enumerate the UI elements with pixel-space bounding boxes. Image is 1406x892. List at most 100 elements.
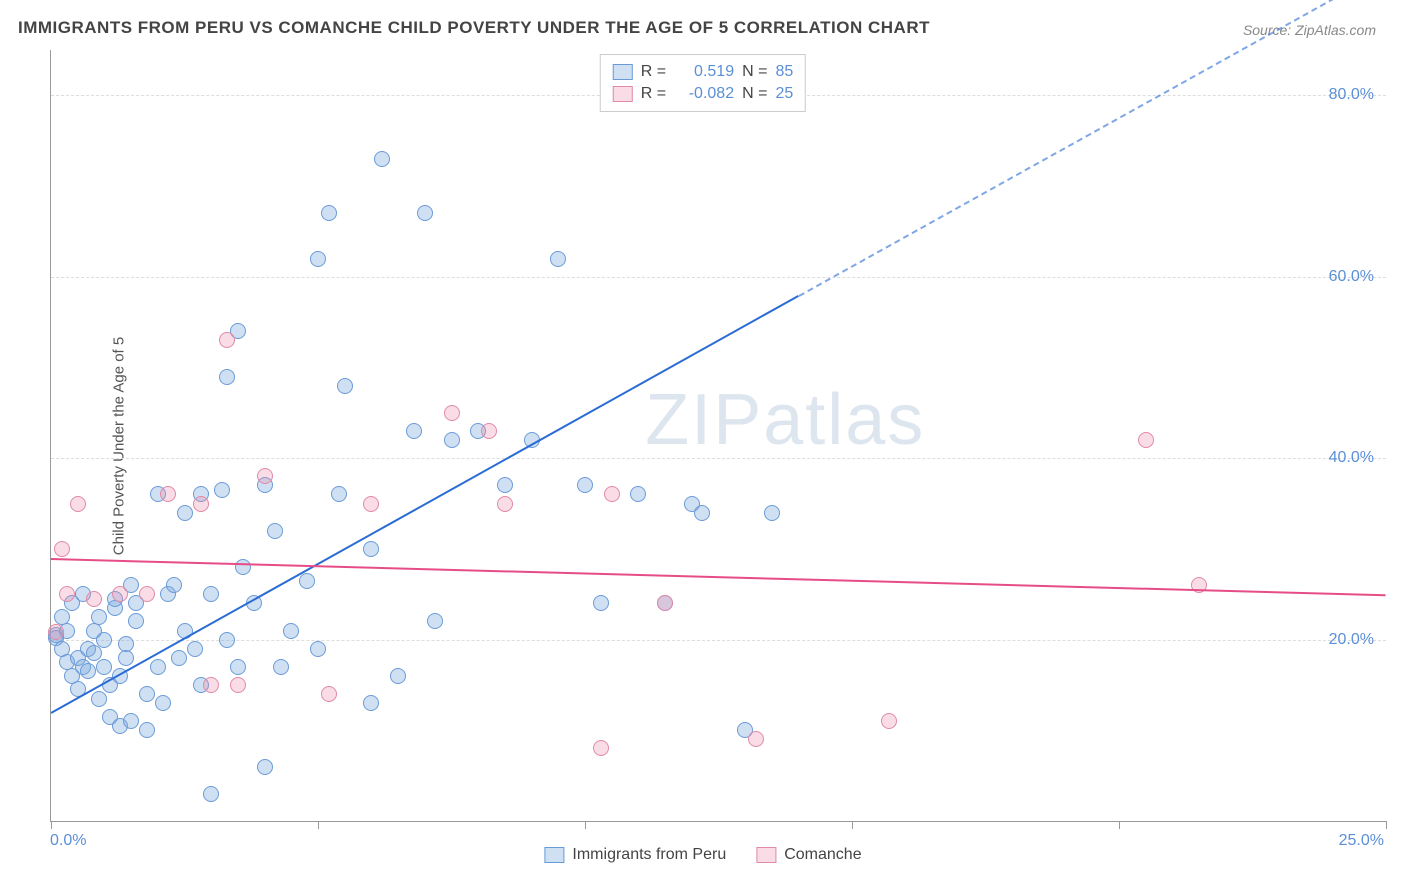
- y-tick-label: 20.0%: [1329, 631, 1374, 649]
- correlation-legend: R = 0.519 N = 85 R = -0.082 N = 25: [600, 54, 806, 112]
- data-point: [235, 559, 251, 575]
- data-point: [417, 205, 433, 221]
- data-point: [48, 624, 64, 640]
- series-legend: Immigrants from Peru Comanche: [544, 846, 861, 864]
- data-point: [257, 759, 273, 775]
- data-point: [80, 663, 96, 679]
- trend-line: [51, 558, 1386, 596]
- r-value-series2: -0.082: [674, 85, 734, 103]
- data-point: [150, 659, 166, 675]
- data-point: [497, 496, 513, 512]
- data-point: [283, 623, 299, 639]
- gridline: [51, 277, 1386, 278]
- data-point: [70, 496, 86, 512]
- y-tick-label: 60.0%: [1329, 268, 1374, 286]
- data-point: [96, 632, 112, 648]
- watermark: ZIPatlas: [645, 379, 925, 461]
- data-point: [128, 613, 144, 629]
- data-point: [177, 505, 193, 521]
- gridline: [51, 458, 1386, 459]
- data-point: [267, 523, 283, 539]
- data-point: [374, 151, 390, 167]
- n-value-series2: 25: [775, 85, 793, 103]
- x-tick: [318, 821, 319, 829]
- data-point: [406, 423, 422, 439]
- swatch-series1: [544, 847, 564, 863]
- data-point: [139, 586, 155, 602]
- x-tick-label: 25.0%: [1339, 832, 1384, 850]
- data-point: [139, 722, 155, 738]
- chart-title: IMMIGRANTS FROM PERU VS COMANCHE CHILD P…: [18, 18, 930, 38]
- data-point: [363, 695, 379, 711]
- data-point: [444, 405, 460, 421]
- data-point: [187, 641, 203, 657]
- data-point: [550, 251, 566, 267]
- data-point: [86, 645, 102, 661]
- data-point: [310, 251, 326, 267]
- data-point: [321, 686, 337, 702]
- data-point: [363, 496, 379, 512]
- x-tick: [51, 821, 52, 829]
- data-point: [1138, 432, 1154, 448]
- data-point: [577, 477, 593, 493]
- data-point: [193, 496, 209, 512]
- legend-item-series2: Comanche: [756, 846, 861, 864]
- data-point: [657, 595, 673, 611]
- plot-area: ZIPatlas 20.0% 40.0% 60.0% 80.0%: [50, 50, 1386, 822]
- data-point: [630, 486, 646, 502]
- data-point: [257, 468, 273, 484]
- series2-name: Comanche: [784, 846, 861, 864]
- data-point: [427, 613, 443, 629]
- r-value-series1: 0.519: [674, 63, 734, 81]
- data-point: [219, 632, 235, 648]
- trend-line: [798, 0, 1386, 297]
- x-tick-label: 0.0%: [50, 832, 86, 850]
- data-point: [337, 378, 353, 394]
- data-point: [390, 668, 406, 684]
- legend-row-series2: R = -0.082 N = 25: [613, 83, 793, 105]
- data-point: [166, 577, 182, 593]
- data-point: [219, 369, 235, 385]
- data-point: [694, 505, 710, 521]
- data-point: [171, 650, 187, 666]
- x-tick: [1119, 821, 1120, 829]
- data-point: [112, 586, 128, 602]
- y-tick-label: 40.0%: [1329, 449, 1374, 467]
- data-point: [96, 659, 112, 675]
- data-point: [230, 659, 246, 675]
- data-point: [91, 609, 107, 625]
- n-value-series1: 85: [775, 63, 793, 81]
- data-point: [593, 740, 609, 756]
- data-point: [219, 332, 235, 348]
- data-point: [86, 591, 102, 607]
- data-point: [321, 205, 337, 221]
- swatch-series1: [613, 64, 633, 80]
- data-point: [123, 713, 139, 729]
- swatch-series2: [613, 86, 633, 102]
- swatch-series2: [756, 847, 776, 863]
- x-tick: [1386, 821, 1387, 829]
- data-point: [118, 636, 134, 652]
- data-point: [764, 505, 780, 521]
- data-point: [54, 541, 70, 557]
- data-point: [497, 477, 513, 493]
- data-point: [155, 695, 171, 711]
- legend-row-series1: R = 0.519 N = 85: [613, 61, 793, 83]
- series1-name: Immigrants from Peru: [572, 846, 726, 864]
- data-point: [230, 677, 246, 693]
- data-point: [363, 541, 379, 557]
- data-point: [203, 677, 219, 693]
- n-label: N =: [742, 85, 767, 103]
- y-tick-label: 80.0%: [1329, 86, 1374, 104]
- data-point: [273, 659, 289, 675]
- data-point: [160, 486, 176, 502]
- data-point: [748, 731, 764, 747]
- n-label: N =: [742, 63, 767, 81]
- data-point: [299, 573, 315, 589]
- x-tick: [585, 821, 586, 829]
- r-label: R =: [641, 85, 666, 103]
- data-point: [331, 486, 347, 502]
- x-tick: [852, 821, 853, 829]
- data-point: [481, 423, 497, 439]
- data-point: [59, 586, 75, 602]
